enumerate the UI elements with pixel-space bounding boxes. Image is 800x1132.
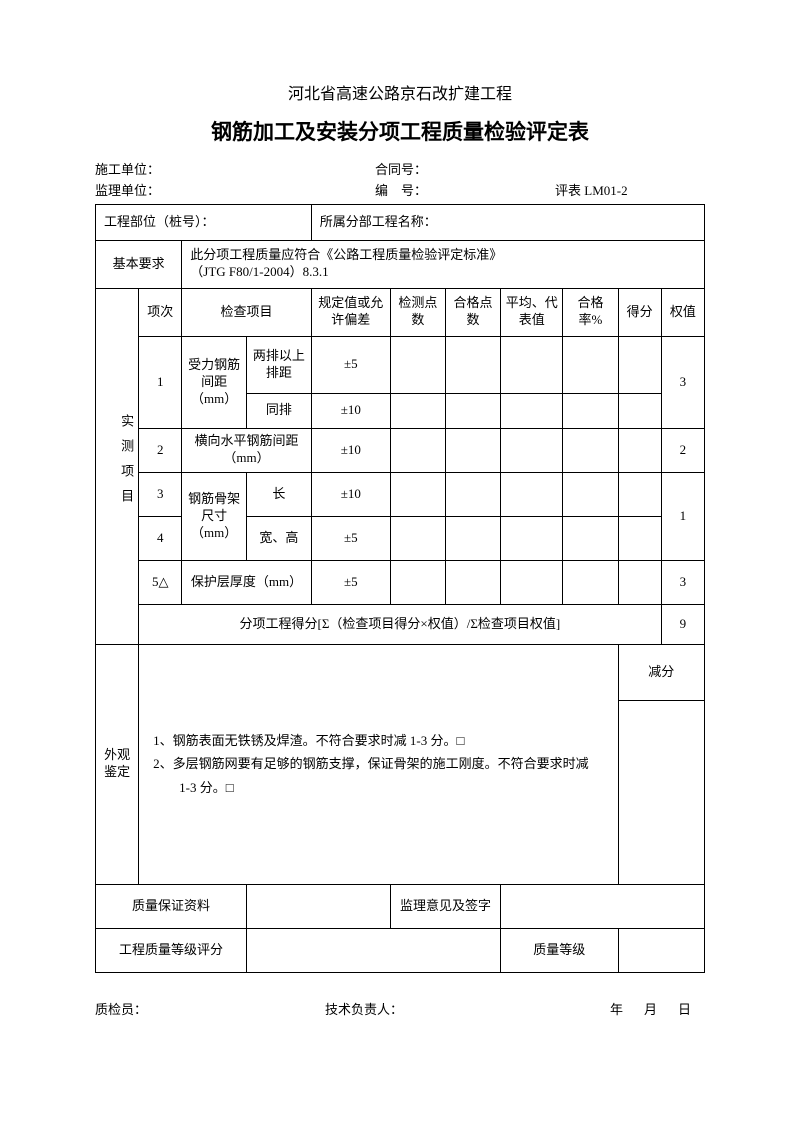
item-5-spec: ±5 [311,560,390,604]
seq-2: 2 [139,428,182,472]
note-1: 1、钢筋表面无铁锈及焊渣。不符合要求时减 1-3 分。□ [153,729,603,752]
item-3-spec1: ±10 [311,472,390,516]
item-1-sub1: 两排以上排距 [247,336,312,393]
col-pass: 合格点数 [445,288,500,336]
col-score: 得分 [618,288,661,336]
side-label: 实测项目 [100,414,134,514]
tech-leader-label: 技术负责人： [325,999,555,1018]
item-3-sub2: 宽、高 [247,516,312,560]
item-row-1a: 1 受力钢筋间距（mm） 两排以上排距 ±5 3 [96,336,705,393]
form-code: 评表 LM01-2 [555,181,705,202]
item-1-weight: 3 [661,336,704,428]
item-2-name: 横向水平钢筋间距（mm） [182,428,311,472]
subtotal-row: 分项工程得分[Σ（检查项目得分×权值）/Σ检查项目权值] 9 [96,604,705,644]
subtotal-label: 分项工程得分[Σ（检查项目得分×权值）/Σ检查项目权值] [139,604,662,644]
item-1-sub2: 同排 [247,393,312,428]
qa-row: 质量保证资料 监理意见及签字 [96,884,705,928]
footer-row: 质检员： 技术负责人： 年 月 日 [95,999,705,1018]
col-avg: 平均、代表值 [501,288,563,336]
evaluation-table: 工程部位（桩号）： 所属分部工程名称： 基本要求 此分项工程质量应符合《公路工程… [95,204,705,973]
item-1-spec2: ±10 [311,393,390,428]
project-part-label: 工程部位（桩号）： [104,214,215,229]
supervision-unit-label: 监理单位： [95,181,375,202]
column-header-row: 实测项目 项次 检查项目 规定值或允许偏差 检测点数 合格点数 平均、代表值 合… [96,288,705,336]
basic-req-row: 基本要求 此分项工程质量应符合《公路工程质量检验评定标准》 （JTG F80/1… [96,240,705,288]
basic-req-text: 此分项工程质量应符合《公路工程质量检验评定标准》 （JTG F80/1-2004… [182,240,705,288]
main-title: 钢筋加工及安装分项工程质量检验评定表 [95,116,705,146]
grade-label: 质量等级 [501,928,618,972]
note-2a: 2、多层钢筋网要有足够的钢筋支撑，保证骨架的施工刚度。不符合要求时减 [153,752,603,775]
date-label: 年 月 日 [555,999,705,1018]
col-detect: 检测点数 [390,288,445,336]
item-5-weight: 3 [661,560,704,604]
item-5-name: 保护层厚度（mm） [182,560,311,604]
col-rate: 合格率% [563,288,618,336]
seq-4: 4 [139,516,182,560]
item-row-3: 3 钢筋骨架尺寸（mm） 长 ±10 1 [96,472,705,516]
item-2-spec: ±10 [311,428,390,472]
note-2b: 1-3 分。□ [153,776,603,799]
contract-no-label: 合同号： [375,160,555,181]
appearance-notes: 1、钢筋表面无铁锈及焊渣。不符合要求时减 1-3 分。□ 2、多层钢筋网要有足够… [143,723,613,805]
appearance-label: 外观鉴定 [96,644,139,884]
col-weight: 权值 [661,288,704,336]
item-1-name: 受力钢筋间距（mm） [182,336,247,428]
item-3-sub1: 长 [247,472,312,516]
item-row-5: 5△ 保护层厚度（mm） ±5 3 [96,560,705,604]
basic-req-label: 基本要求 [96,240,182,288]
subtotal-weight: 9 [661,604,704,644]
item-3-weight: 1 [661,472,704,560]
serial-no-label: 编 号： [375,181,555,202]
pre-title: 河北省高速公路京石改扩建工程 [95,80,705,104]
supervise-label: 监理意见及签字 [390,884,500,928]
sub-project-label: 所属分部工程名称： [320,214,437,229]
item-3-name: 钢筋骨架尺寸（mm） [182,472,247,560]
seq-3: 3 [139,472,182,516]
grade-row: 工程质量等级评分 质量等级 [96,928,705,972]
appearance-top-row: 外观鉴定 1、钢筋表面无铁锈及焊渣。不符合要求时减 1-3 分。□ 2、多层钢筋… [96,644,705,700]
qa-label: 质量保证资料 [96,884,247,928]
item-1-spec1: ±5 [311,336,390,393]
col-spec: 规定值或允许偏差 [311,288,390,336]
seq-5: 5△ [139,560,182,604]
grade-score-label: 工程质量等级评分 [96,928,247,972]
seq-1: 1 [139,336,182,428]
item-2-weight: 2 [661,428,704,472]
col-item: 检查项目 [182,288,311,336]
item-3-spec2: ±5 [311,516,390,560]
item-row-2: 2 横向水平钢筋间距（mm） ±10 2 [96,428,705,472]
project-part-row: 工程部位（桩号）： 所属分部工程名称： [96,204,705,240]
construction-unit-label: 施工单位： [95,160,375,181]
col-seq: 项次 [139,288,182,336]
inspector-label: 质检员： [95,999,325,1018]
deduct-label: 减分 [618,644,704,700]
